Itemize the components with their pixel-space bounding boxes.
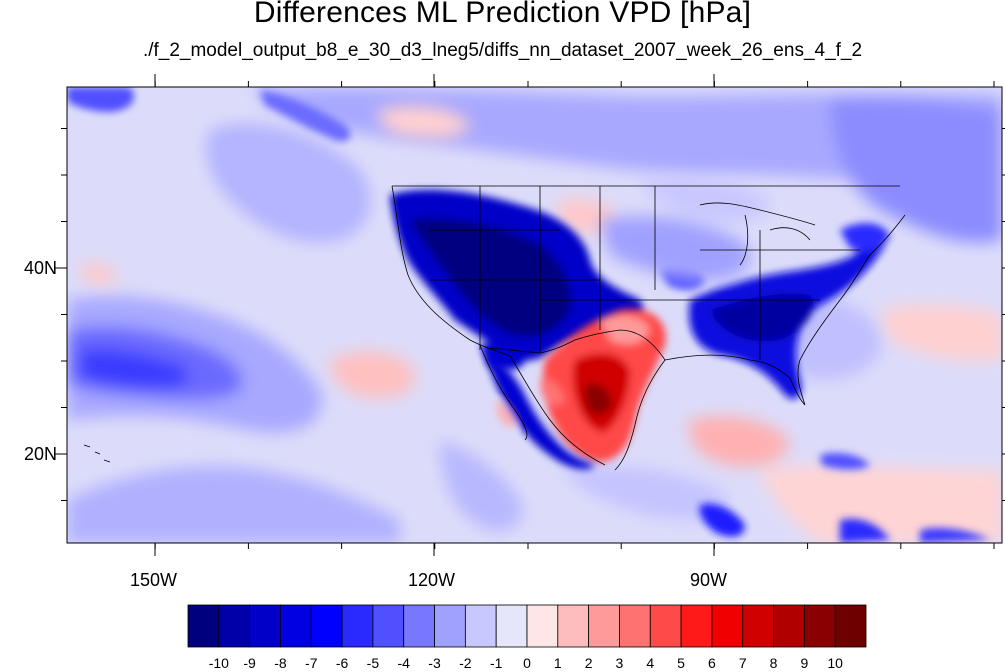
colorbar-label: 10: [827, 655, 843, 671]
colorbar-swatch: [249, 604, 281, 648]
colorbar-label: 3: [615, 655, 624, 671]
colorbar-label: -2: [459, 655, 472, 671]
colorbar-swatch: [588, 604, 620, 648]
colorbar-swatch: [310, 604, 343, 648]
colorbar-label: -8: [274, 655, 287, 671]
colorbar-label: -6: [335, 655, 349, 671]
colorbar-label: 9: [800, 655, 809, 671]
colorbar-swatch: [526, 604, 559, 648]
colorbar-swatch: [773, 604, 805, 648]
colorbar-label: -3: [428, 655, 441, 671]
colorbar-label: -4: [397, 655, 410, 671]
colorbar-swatch: [803, 604, 836, 648]
colorbar-swatch: [372, 604, 405, 648]
colorbar-label: -10: [208, 655, 229, 671]
map-title: Differences ML Prediction VPD [hPa]: [253, 0, 752, 29]
lon-label-120w: 120W: [408, 570, 456, 590]
colorbar-label: -9: [243, 655, 256, 671]
colorbar-label: 4: [646, 655, 655, 671]
colorbar-swatch: [834, 604, 867, 648]
lon-label-90w: 90W: [690, 570, 728, 590]
colorbar-swatch: [187, 604, 220, 648]
colorbar-swatch: [619, 604, 651, 648]
colorbar-label: 0: [523, 655, 531, 671]
colorbar-swatch: [218, 604, 251, 648]
colorbar-swatch: [711, 604, 744, 648]
colorbar-swatch: [403, 604, 435, 648]
colorbar-swatch: [280, 604, 312, 648]
lat-label-40n: 40N: [24, 258, 58, 278]
colorbar-swatch: [742, 604, 774, 648]
colorbar-label: -7: [305, 655, 318, 671]
lon-label-150w: 150W: [130, 570, 178, 590]
colorbar-swatch: [495, 604, 528, 648]
colorbar-label: -5: [366, 655, 380, 671]
map-subtitle: ./f_2_model_output_b8_e_30_d3_lneg5/diff…: [142, 40, 863, 61]
colorbar-swatch: [649, 604, 682, 648]
colorbar: [187, 604, 867, 648]
colorbar-label: 7: [738, 655, 747, 671]
colorbar-label: 8: [769, 655, 778, 671]
colorbar-label: -1: [489, 655, 503, 671]
colorbar-swatch: [557, 604, 590, 648]
vpd-field: [67, 87, 1002, 543]
colorbar-label: 5: [677, 655, 685, 671]
colorbar-swatch: [434, 604, 466, 648]
colorbar-swatch: [464, 604, 497, 648]
colorbar-label: 6: [708, 655, 716, 671]
colorbar-swatch: [341, 604, 374, 648]
lat-label-20n: 20N: [24, 444, 58, 464]
colorbar-label: 1: [553, 655, 562, 671]
colorbar-label: 2: [584, 655, 593, 671]
colorbar-swatch: [680, 604, 713, 648]
